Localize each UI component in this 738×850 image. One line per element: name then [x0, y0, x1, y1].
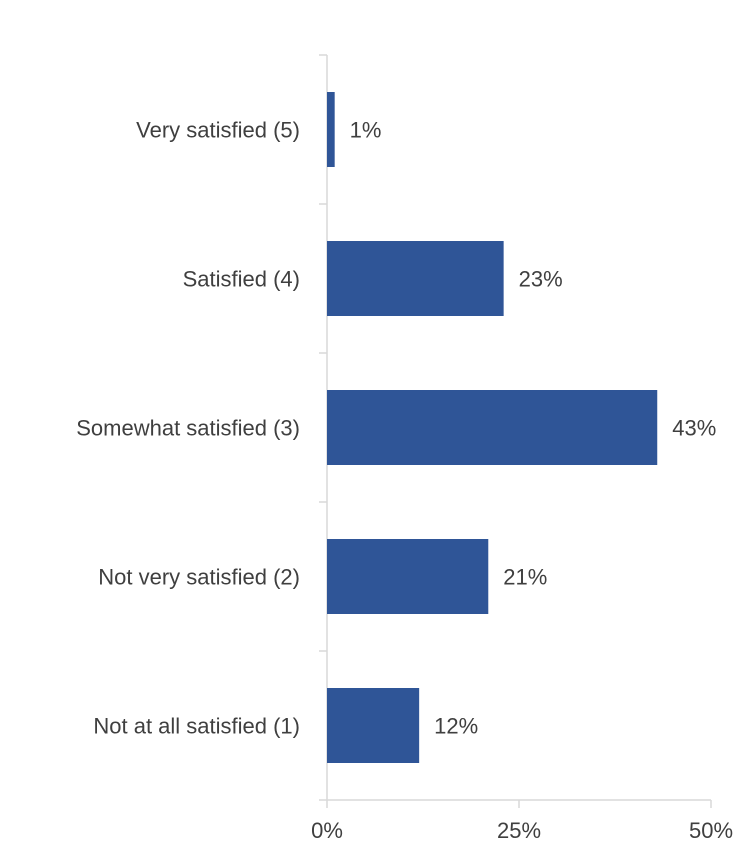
data-label: 23% — [519, 267, 563, 292]
data-label: 43% — [672, 416, 716, 441]
data-label: 1% — [350, 118, 382, 143]
bar — [327, 688, 420, 763]
x-tick-label: 0% — [311, 818, 343, 843]
bar — [327, 390, 658, 465]
category-label: Very satisfied (5) — [136, 118, 300, 143]
labels-layer: 0% 25% 50% Very satisfied (5) 1% Satisfied (4… — [76, 118, 733, 844]
category-label: Not very satisfied (2) — [98, 565, 300, 590]
bar — [327, 241, 504, 316]
bars-layer — [327, 92, 658, 763]
x-tick-label: 25% — [497, 818, 541, 843]
category-label: Satisfied (4) — [183, 267, 300, 292]
bar — [327, 539, 489, 614]
bar — [327, 92, 335, 167]
category-label: Somewhat satisfied (3) — [76, 416, 300, 441]
data-label: 12% — [434, 714, 478, 739]
data-label: 21% — [503, 565, 547, 590]
x-tick-label: 50% — [689, 818, 733, 843]
category-label: Not at all satisfied (1) — [93, 714, 300, 739]
